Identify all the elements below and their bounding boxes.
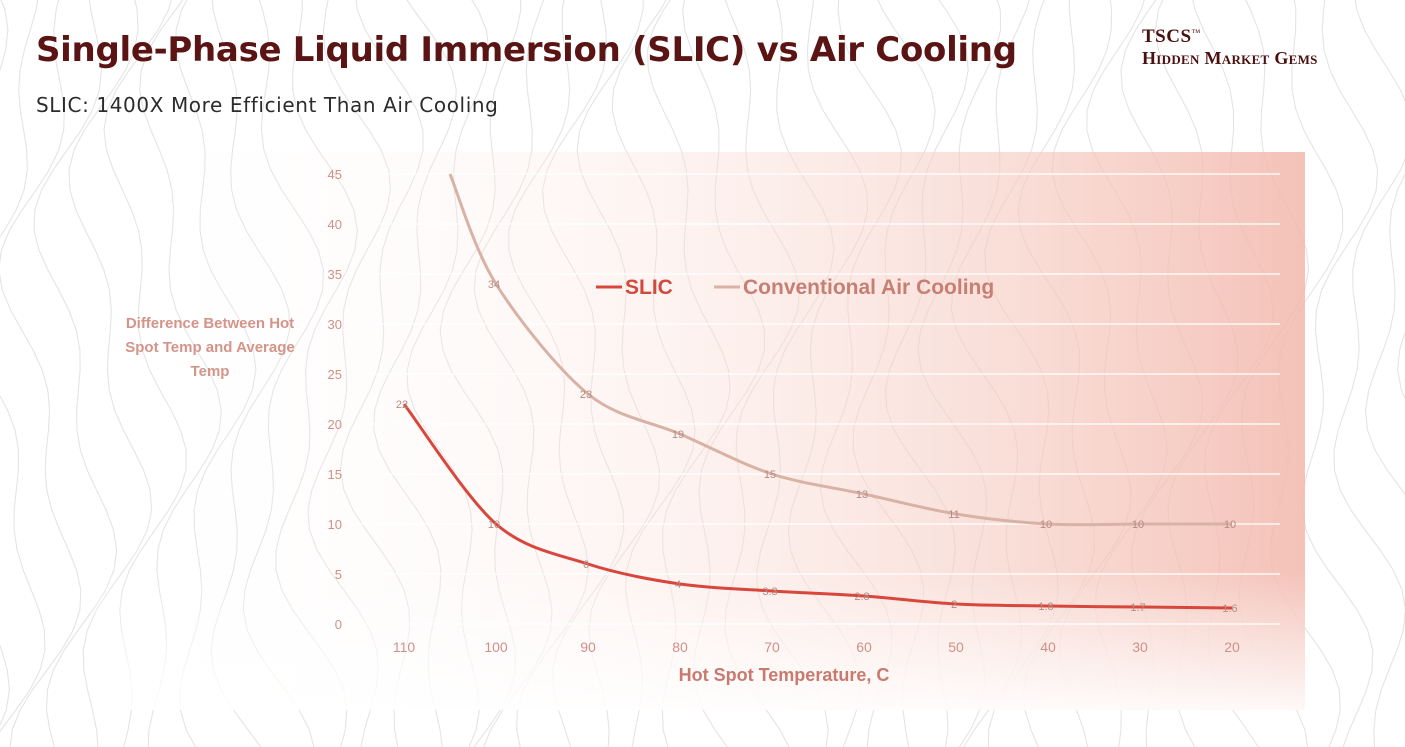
contour-line	[0, 0, 82, 747]
x-tick-label: 60	[856, 639, 872, 655]
y-axis-label-line-2: Spot Temp and Average	[125, 339, 294, 356]
data-label: 1.8	[1038, 601, 1053, 613]
x-tick-label: 40	[1040, 639, 1056, 655]
data-label: 1.7	[1130, 602, 1145, 614]
brand-tagline: Hidden Market Gems	[1142, 48, 1318, 68]
y-tick-label: 35	[328, 267, 342, 282]
data-label: 11	[948, 509, 959, 521]
y-tick-label: 25	[328, 367, 342, 382]
data-label: 22	[396, 399, 408, 411]
data-label: 19	[672, 429, 684, 441]
x-tick-label: 70	[764, 639, 780, 655]
data-label: 10	[1224, 519, 1236, 531]
x-tick-label: 90	[580, 639, 596, 655]
contour-line	[1364, 173, 1405, 496]
series-line-slic	[402, 403, 1233, 610]
series-line-air-cooling	[448, 173, 1232, 527]
contour-line	[1301, 0, 1379, 747]
data-label: 15	[764, 469, 776, 481]
contour-line	[1333, 0, 1405, 747]
x-tick-label: 50	[948, 639, 964, 655]
contour-line	[1397, 331, 1405, 400]
data-label: 10	[1132, 519, 1144, 531]
x-tick-label: 100	[484, 639, 508, 655]
data-label: 10	[1040, 519, 1052, 531]
legend-air-label: Conventional Air Cooling	[743, 276, 994, 299]
data-label: 23	[580, 389, 592, 401]
y-tick-label: 5	[335, 567, 342, 582]
y-tick-label: 15	[328, 467, 342, 482]
brand-name: TSCS	[1142, 26, 1192, 47]
data-label: 13	[856, 489, 868, 501]
page-title: Single-Phase Liquid Immersion (SLIC) vs …	[36, 30, 1017, 70]
y-tick-label: 30	[328, 317, 342, 332]
y-tick-label: 40	[328, 217, 342, 232]
x-tick-label: 30	[1132, 639, 1148, 655]
chart-panel-fade	[95, 152, 1305, 710]
y-tick-label: 10	[328, 517, 342, 532]
y-axis-label-line-3: Temp	[191, 363, 230, 380]
x-tick-label: 110	[393, 639, 416, 655]
data-label: 10	[488, 519, 500, 531]
data-label: 4	[675, 579, 681, 591]
data-label: 2	[951, 599, 957, 611]
trademark-symbol: ™	[1191, 27, 1201, 38]
y-tick-label: 0	[335, 617, 342, 632]
legend-slic-label: SLIC	[625, 276, 673, 299]
contour-line	[0, 0, 46, 733]
page-subtitle: SLIC: 1400X More Efficient Than Air Cool…	[36, 93, 499, 117]
data-label: 6	[583, 559, 589, 571]
x-tick-label: 20	[1224, 639, 1240, 655]
y-tick-label: 45	[328, 167, 342, 182]
legend: SLIC Conventional Air Cooling	[596, 276, 994, 299]
data-label: 1.6	[1222, 603, 1237, 615]
data-label: 3.3	[762, 586, 777, 598]
y-axis-label-line-1: Difference Between Hot	[126, 315, 294, 332]
data-label: 2.8	[854, 591, 869, 603]
contour-line	[33, 0, 118, 747]
y-tick-label: 20	[328, 417, 342, 432]
x-axis-label: Hot Spot Temperature, C	[679, 665, 890, 685]
data-label: 34	[488, 279, 500, 291]
x-tick-label: 80	[672, 639, 688, 655]
brand-logo: TSCS™ Hidden Market Gems	[1142, 27, 1318, 67]
